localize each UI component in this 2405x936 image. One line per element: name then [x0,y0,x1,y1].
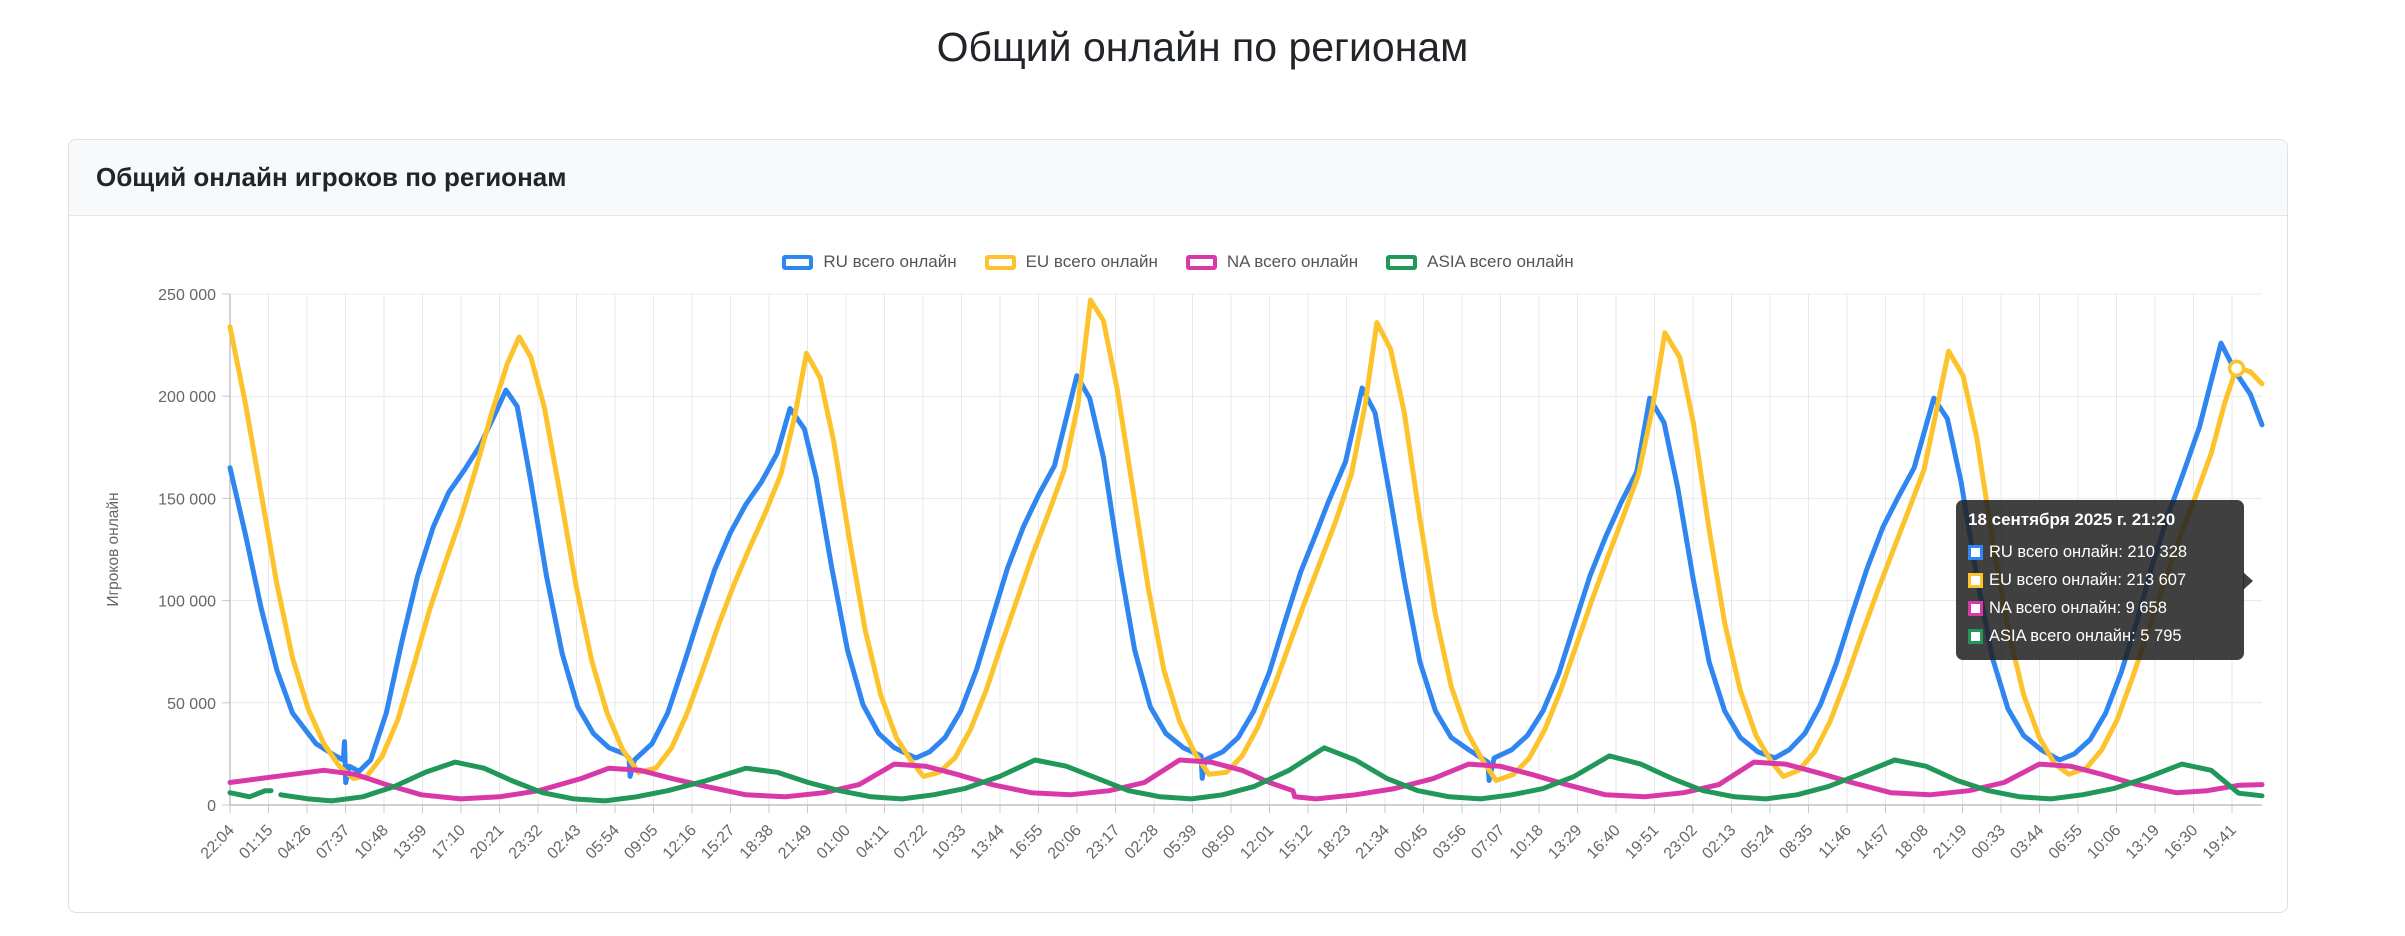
tooltip-value: RU всего онлайн: 210 328 [1989,542,2188,561]
x-tick-label: 10:33 [929,822,969,863]
x-tick-label: 21:19 [1930,822,1970,863]
legend-swatch-icon [1185,254,1217,270]
x-tick-label: 14:57 [1853,822,1893,863]
x-tick-label: 20:21 [467,822,507,863]
y-tick-label: 50 000 [167,696,216,713]
x-tick-label: 02:28 [1122,822,1162,863]
legend-label: ASIA всего онлайн [1427,252,1574,271]
legend-swatch-icon [1386,254,1418,270]
legend-item-ru[interactable]: RU всего онлайн [782,252,957,272]
page-title: Общий онлайн по регионам [936,24,1469,70]
card-header: Общий онлайн игроков по регионам [69,140,2287,216]
x-tick-label: 10:48 [352,822,392,863]
x-tick-label: 18:08 [1892,822,1932,863]
chart-card: Общий онлайн игроков по регионам RU всег… [68,139,2288,913]
x-tick-label: 04:26 [275,822,315,863]
legend-item-na[interactable]: NA всего онлайн [1185,252,1359,272]
y-tick-label: 100 000 [158,594,216,611]
x-tick-label: 08:35 [1776,822,1816,863]
tooltip-title: 18 сентября 2025 г. 21:20 [1968,510,2176,529]
legend-label: EU всего онлайн [1025,252,1158,271]
tooltip-row: NA всего онлайн: 9 658 [1968,594,2232,622]
series-line-asia [227,745,2265,804]
x-tick-label: 13:19 [2123,822,2163,863]
x-tick-label: 07:22 [891,822,931,863]
tooltip-caret-icon [2243,572,2253,590]
y-tick-label: 250 000 [158,287,216,304]
tooltip-swatch-icon [1968,600,1983,616]
tooltip-row: ASIA всего онлайн: 5 795 [1968,622,2232,650]
x-tick-label: 18:38 [737,822,777,863]
x-tick-label: 05:39 [1160,822,1200,863]
x-tick-label: 12:01 [1237,822,1277,863]
y-tick-label: 200 000 [158,389,216,406]
x-tick-label: 16:40 [1584,822,1624,863]
y-axis-title: Игроков онлайн [105,492,122,606]
x-tick-label: 08:50 [1199,822,1239,863]
legend-label: RU всего онлайн [823,252,957,271]
tooltip-value: EU всего онлайн: 213 607 [1989,570,2187,589]
x-tick-label: 22:04 [198,822,238,863]
x-tick-label: 04:11 [853,822,892,862]
x-tick-label: 23:32 [506,822,546,863]
x-tick-label: 10:06 [2084,822,2124,863]
series-line-eu [227,297,2265,783]
x-tick-label: 10:18 [1507,822,1547,863]
tooltip-swatch-icon [1968,544,1983,560]
x-tick-label: 23:17 [1083,822,1123,863]
x-tick-label: 00:33 [1969,822,2009,863]
x-tick-label: 03:56 [1430,822,1470,863]
tooltip-value: NA всего онлайн: 9 658 [1989,598,2167,617]
x-tick-label: 23:02 [1661,822,1701,863]
x-tick-label: 05:24 [1738,822,1778,863]
x-tick-label: 15:12 [1276,822,1316,863]
x-tick-label: 11:46 [1816,822,1855,862]
x-tick-label: 21:34 [1353,822,1393,863]
x-tick-label: 13:29 [1545,822,1585,863]
x-tick-label: 16:30 [2161,822,2201,863]
x-tick-label: 20:06 [1045,822,1085,863]
chart-area: RU всего онлайн EU всего онлайн NA всего о… [69,216,2287,912]
x-tick-label: 06:55 [2046,822,2086,863]
y-tick-label: 0 [207,798,216,815]
x-tick-label: 18:23 [1314,822,1354,863]
x-tick-label: 21:49 [775,822,815,863]
x-tick-label: 02:13 [1699,822,1739,863]
legend-label: NA всего онлайн [1226,252,1359,271]
x-tick-label: 07:37 [313,822,353,863]
chart-canvas[interactable]: 22:0401:1504:2607:3710:4813:5917:1020:21… [69,216,2287,912]
x-tick-label: 00:45 [1391,822,1431,863]
x-tick-label: 19:51 [1622,822,1662,863]
legend-item-asia[interactable]: ASIA всего онлайн [1386,252,1574,272]
tooltip-swatch-icon [1968,572,1983,588]
x-tick-label: 03:44 [2007,822,2047,863]
tooltip-row: RU всего онлайн: 210 328 [1968,538,2232,566]
y-tick-label: 150 000 [158,491,216,508]
legend-item-eu[interactable]: EU всего онлайн [984,252,1158,272]
x-tick-label: 15:27 [698,822,738,863]
x-tick-label: 17:10 [429,822,469,863]
chart-legend: RU всего онлайн EU всего онлайн NA всего о… [69,252,2287,272]
x-tick-label: 16:55 [1006,822,1046,863]
x-tick-label: 12:16 [660,822,700,863]
x-tick-label: 09:05 [621,822,661,863]
series-line-na [227,757,2265,802]
card-header-title: Общий онлайн игроков по регионам [96,162,567,192]
tooltip-value: ASIA всего онлайн: 5 795 [1989,626,2182,645]
chart-tooltip: 18 сентября 2025 г. 21:20 RU всего онлай… [1956,500,2253,660]
x-tick-label: 01:00 [814,822,854,863]
x-tick-label: 01:15 [236,822,276,863]
hovered-point-marker [2227,359,2246,378]
x-tick-label: 02:43 [544,822,584,863]
tooltip-row: EU всего онлайн: 213 607 [1968,566,2232,594]
legend-swatch-icon [984,254,1016,270]
legend-swatch-icon [782,254,814,270]
x-tick-label: 05:54 [583,822,623,863]
x-tick-label: 07:07 [1468,822,1508,863]
tooltip-swatch-icon [1968,628,1983,644]
x-tick-label: 13:44 [968,822,1008,863]
x-tick-label: 19:41 [2200,822,2240,863]
x-tick-label: 13:59 [390,822,430,863]
